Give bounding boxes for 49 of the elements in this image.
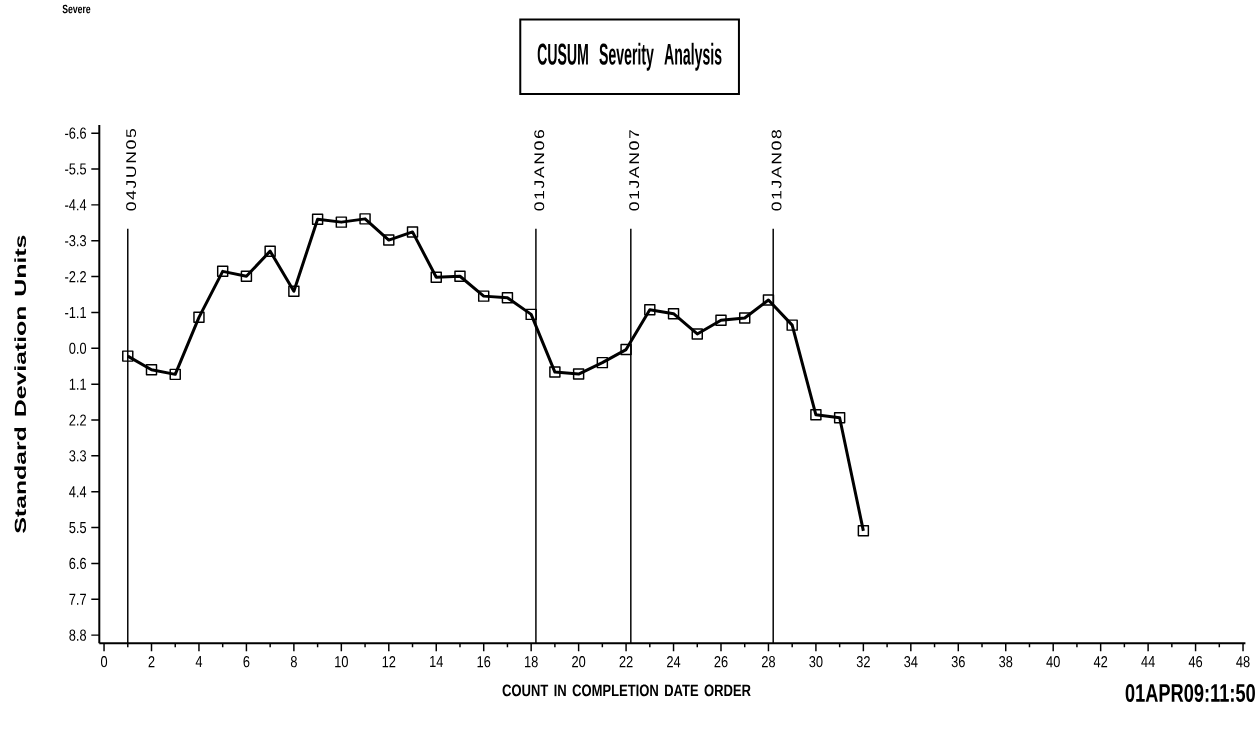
x-tick-label: 6 bbox=[243, 656, 250, 668]
x-tick-label: 24 bbox=[667, 656, 681, 668]
x-tick-label: 4 bbox=[195, 656, 203, 667]
x-tick-label: 26 bbox=[714, 656, 728, 668]
y-tick-label: -4.4 bbox=[65, 199, 87, 211]
x-tick-label: 36 bbox=[951, 656, 965, 668]
x-axis-title: COUNT IN COMPLETION DATE ORDER bbox=[502, 684, 751, 697]
x-tick-label: 0 bbox=[100, 656, 108, 668]
y-tick-label: 6.6 bbox=[69, 557, 87, 570]
x-tick-label: 38 bbox=[999, 656, 1013, 668]
x-tick-label: 18 bbox=[525, 656, 538, 668]
chart-title: CUSUM Severity Analysis bbox=[537, 42, 722, 71]
y-tick-label: -1.1 bbox=[65, 306, 86, 318]
x-tick-label: 8 bbox=[290, 656, 297, 668]
text: 01APR09:11:50 bbox=[1125, 684, 1255, 702]
ref-line-label: 01JAN08 bbox=[771, 130, 782, 211]
x-tick-label: 40 bbox=[1046, 656, 1060, 668]
y-tick-label: 4.4 bbox=[69, 486, 87, 498]
x-tick-label: 10 bbox=[335, 656, 348, 668]
x-tick-label: 22 bbox=[619, 656, 633, 668]
x-tick-label: 48 bbox=[1236, 656, 1250, 668]
x-tick-label: 44 bbox=[1141, 656, 1155, 667]
y-tick-label: -5.5 bbox=[65, 163, 87, 175]
y-tick-label: -3.3 bbox=[65, 235, 87, 247]
y-tick-label: -6.6 bbox=[65, 127, 87, 139]
y-tick-label: 1.1 bbox=[69, 378, 86, 390]
x-tick-label: 32 bbox=[856, 656, 870, 668]
y-tick-label: 5.5 bbox=[69, 521, 87, 534]
text: Severe bbox=[62, 4, 91, 14]
x-tick-label: 30 bbox=[809, 656, 823, 668]
x-tick-label: 16 bbox=[477, 656, 491, 668]
y-axis-title: Standard Deviation Units bbox=[14, 235, 27, 533]
ref-line-label: 01JAN07 bbox=[629, 130, 640, 211]
x-tick-label: 46 bbox=[1188, 656, 1203, 668]
y-tick-label: 8.8 bbox=[69, 629, 87, 641]
x-tick-label: 2 bbox=[148, 656, 155, 668]
y-tick-label: 0.0 bbox=[69, 342, 87, 354]
x-tick-label: 28 bbox=[761, 656, 776, 668]
y-tick-label: 2.2 bbox=[69, 414, 86, 426]
y-tick-label: -2.2 bbox=[65, 270, 86, 283]
y-tick-label: 3.3 bbox=[69, 450, 87, 462]
ref-line-label: 01JAN06 bbox=[534, 130, 545, 211]
x-tick-label: 34 bbox=[904, 656, 918, 668]
x-tick-label: 12 bbox=[382, 656, 396, 668]
y-tick-label: 7.7 bbox=[69, 593, 86, 605]
x-tick-label: 14 bbox=[430, 656, 443, 667]
x-tick-label: 20 bbox=[572, 656, 586, 668]
x-tick-label: 42 bbox=[1093, 656, 1108, 668]
ref-line-label: 04JUN05 bbox=[126, 129, 137, 211]
